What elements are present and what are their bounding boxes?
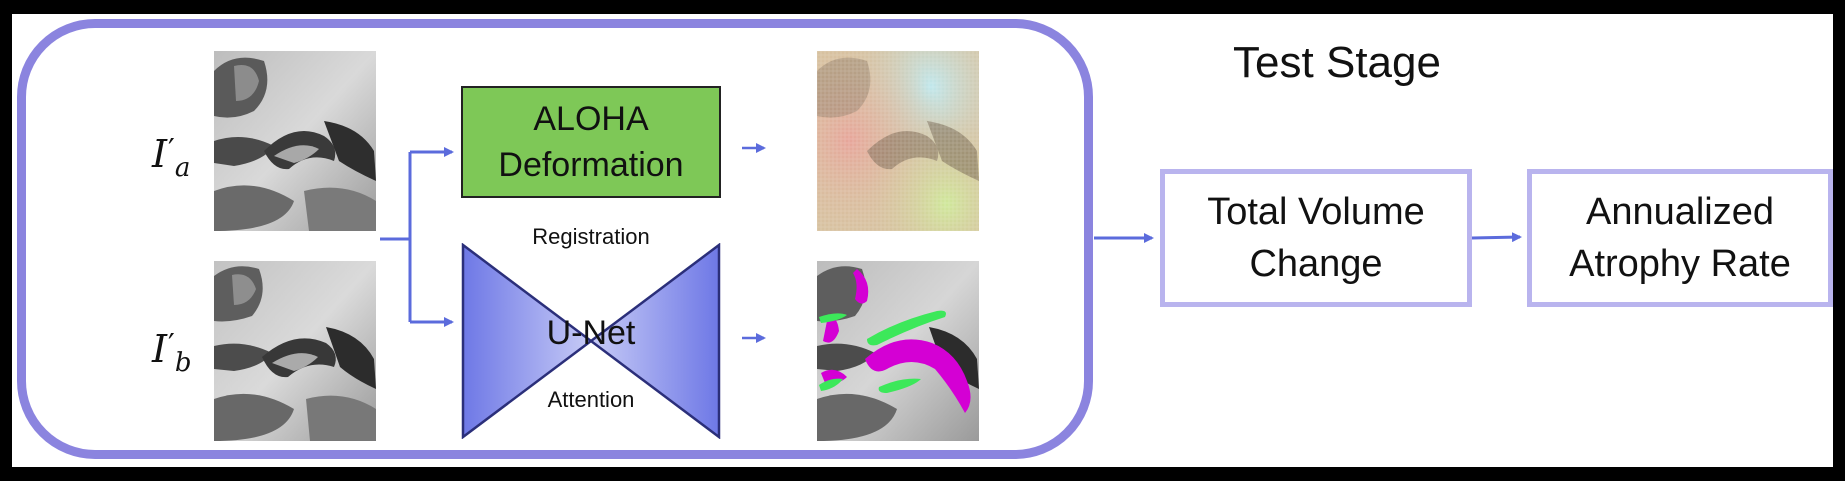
- unet-label: U-Net: [546, 314, 636, 352]
- arrow-to-atrophy: [1471, 232, 1522, 243]
- registration-label: Registration: [532, 224, 650, 249]
- attention-label: Attention: [547, 387, 635, 412]
- mri-image-a: [214, 51, 376, 231]
- input-label-b: I′b: [152, 327, 192, 379]
- aloha-line2: Deformation: [498, 146, 684, 184]
- unet-shape: [461, 243, 721, 439]
- flow-arrows: [380, 143, 1522, 343]
- annualized-atrophy-rate-box: Annualized Atrophy Rate: [1527, 169, 1833, 307]
- deformation-field-image: [817, 51, 979, 231]
- mri-image-b: [214, 261, 376, 441]
- total-volume-line1: Total Volume: [1207, 191, 1425, 233]
- total-volume-change-box: Total Volume Change: [1160, 169, 1472, 307]
- attention-map-image: [817, 261, 979, 441]
- atrophy-line1: Annualized: [1585, 191, 1775, 233]
- input-label-a: I′a: [152, 132, 191, 184]
- aloha-deformation-box: ALOHA Deformation: [461, 86, 721, 198]
- atrophy-line2: Atrophy Rate: [1569, 243, 1791, 285]
- stage-title: Test Stage: [1233, 38, 1441, 87]
- total-volume-line2: Change: [1249, 243, 1383, 285]
- diagram-canvas: I′a I′b: [12, 14, 1833, 467]
- pipeline-frame: [17, 19, 1093, 459]
- aloha-line1: ALOHA: [533, 100, 649, 138]
